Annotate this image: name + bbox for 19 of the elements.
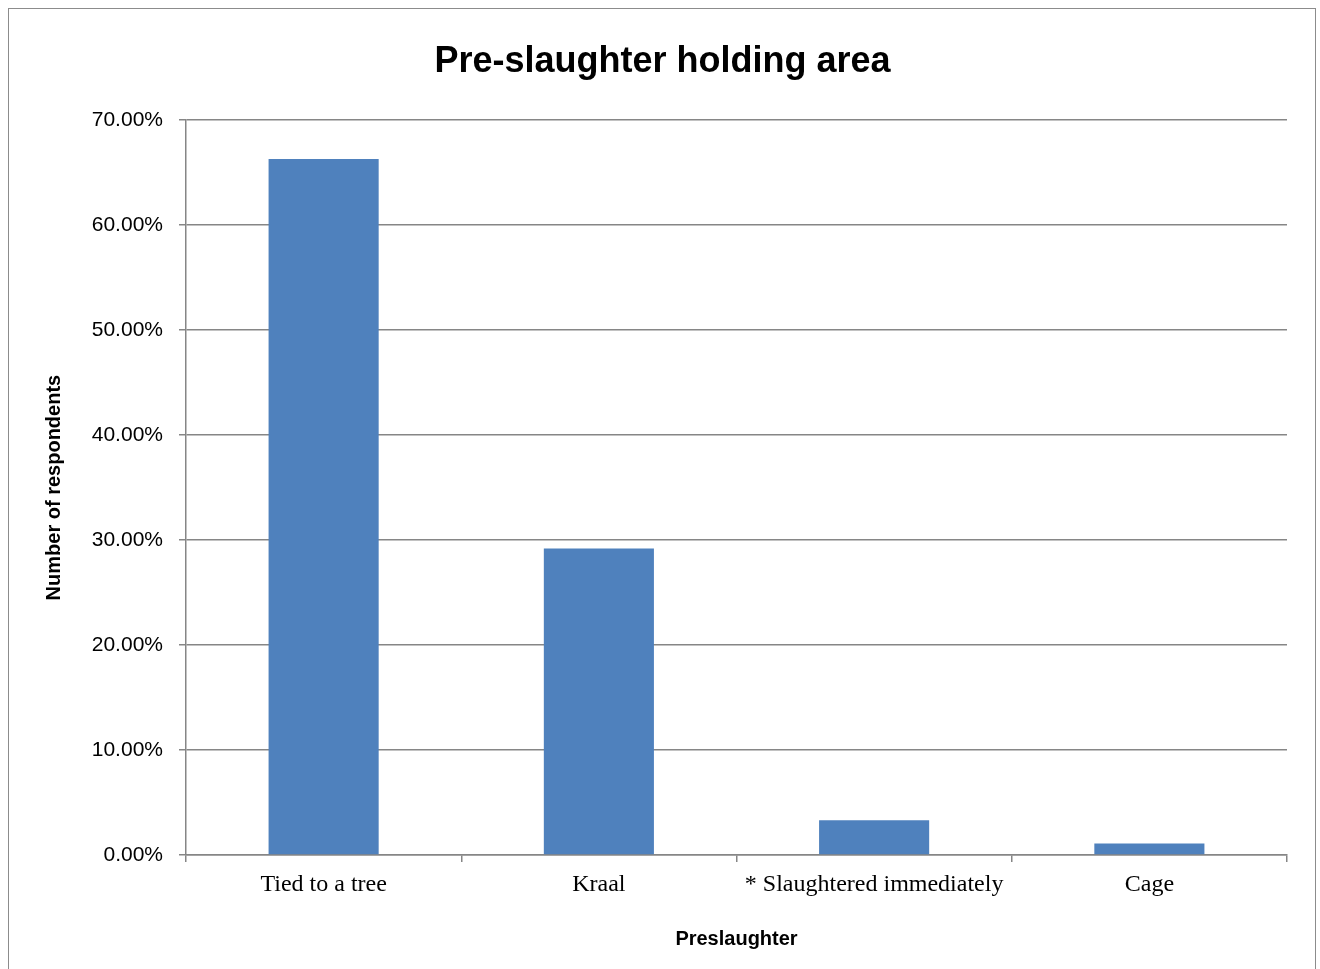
chart-title: Pre-slaughter holding area xyxy=(434,38,892,80)
bar xyxy=(543,548,654,855)
y-axis-title: Number of respondents xyxy=(41,374,64,601)
y-tick-label: 60.00% xyxy=(91,211,163,235)
y-tick-label: 40.00% xyxy=(91,421,163,445)
bar xyxy=(819,820,930,855)
x-tick-label: Kraal xyxy=(572,869,626,896)
bar xyxy=(1094,843,1205,855)
y-tick-label: 30.00% xyxy=(91,526,163,550)
y-tick-label: 50.00% xyxy=(91,316,163,340)
y-tick-label: 10.00% xyxy=(91,736,163,760)
x-tick-label: Tied to a tree xyxy=(260,869,387,896)
x-tick-label: * Slaughtered immediately xyxy=(744,869,1004,896)
x-tick-label: Cage xyxy=(1124,869,1175,896)
x-axis-title: Preslaughter xyxy=(675,926,798,949)
y-tick-label: 20.00% xyxy=(91,631,163,655)
y-tick-label: 0.00% xyxy=(103,841,163,865)
bar xyxy=(268,159,379,855)
y-tick-label: 70.00% xyxy=(91,107,163,130)
